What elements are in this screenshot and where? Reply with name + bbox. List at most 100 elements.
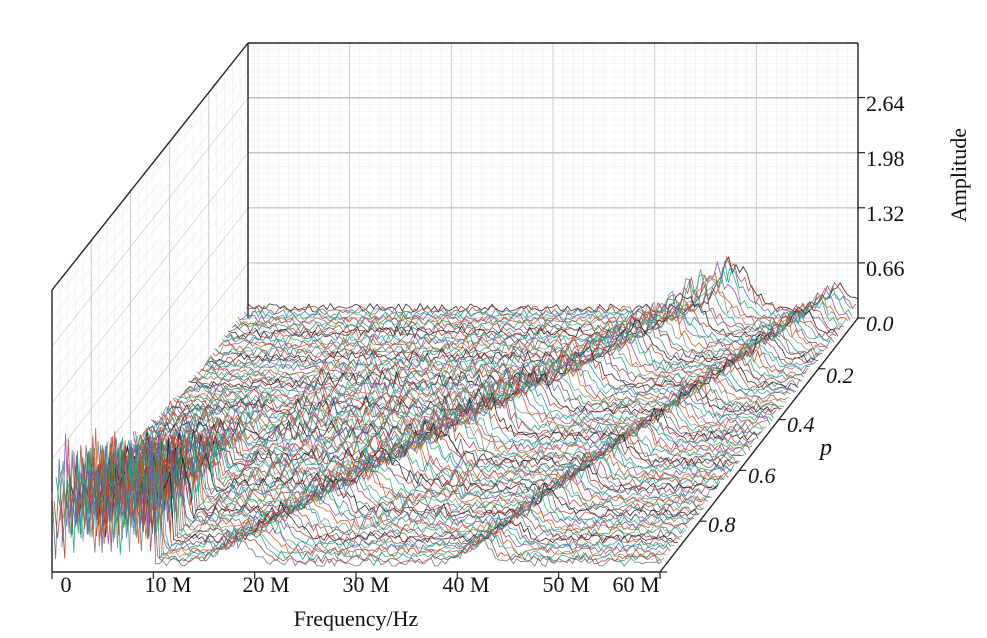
spectrum-trace (132, 408, 743, 462)
p-tick-label: 0.6 (748, 463, 776, 488)
spectrum-trace (164, 370, 775, 421)
spectrum-trace (214, 311, 824, 357)
side-wall-gridline (51, 111, 249, 361)
spectrum-trace (87, 436, 697, 521)
axis-frame-line (51, 42, 249, 291)
axis-frame-line (659, 317, 859, 573)
spectrum-trace (247, 255, 859, 314)
spectrum-trace (115, 437, 725, 486)
x-tick-label: 10 M (144, 572, 191, 597)
spectrum-trace (212, 307, 823, 360)
spectrum-trace (120, 434, 731, 478)
spectrum-trace (231, 277, 843, 334)
spectrum-trace (160, 375, 771, 426)
series-layer (51, 255, 859, 567)
spectrum-trace (75, 442, 685, 536)
spectrum-trace (122, 429, 733, 475)
spectrum-trace (81, 445, 691, 529)
p-tick-label: 0.2 (826, 363, 854, 388)
spectrum-trace (192, 333, 803, 386)
side-wall-gridline (51, 139, 249, 389)
x-tick-label: 20 M (242, 572, 289, 597)
p-tick-label: 0.8 (708, 512, 736, 537)
side-wall-gridline (51, 152, 249, 403)
spectrum-trace (83, 447, 693, 526)
side-wall-gridline (51, 125, 249, 375)
spectrum-trace (239, 260, 851, 324)
y-tick-label: 1.98 (866, 146, 905, 171)
side-wall-gridline (51, 97, 249, 347)
spectrum-trace (116, 430, 727, 483)
x-tick-labels: 0 10 M 20 M 30 M 40 M 50 M 60 M (61, 572, 660, 597)
x-tick-label: 0 (61, 572, 72, 597)
spectrum-trace (154, 383, 765, 435)
x-axis-title: Frequency/Hz (294, 606, 419, 631)
spectrum-trace (141, 407, 751, 452)
spectrum-trace (208, 319, 819, 365)
spectrum-trace (233, 269, 845, 332)
spectrum-trace (67, 435, 677, 547)
side-wall-gridline (51, 221, 249, 474)
x-tick-label: 60 M (612, 572, 659, 597)
spectrum-trace (95, 445, 705, 511)
side-wall-gridline (51, 70, 249, 319)
spectrum-trace (176, 356, 787, 406)
side-wall-gridline (51, 249, 249, 502)
side-wall-gridline (51, 194, 249, 446)
spectrum-trace (138, 403, 749, 454)
spectrum-trace (101, 443, 711, 503)
spectrum-trace (63, 437, 673, 552)
spectrum-trace (79, 437, 689, 531)
spectrum-trace (97, 443, 707, 508)
spectrum-trace (162, 373, 773, 425)
x-tick-label: 30 M (342, 572, 389, 597)
spectrum-trace (243, 261, 855, 319)
spectrum-trace (53, 431, 663, 565)
side-wall-gridline (51, 180, 249, 432)
spectrum-trace (188, 345, 799, 390)
p-tick-label: 0.4 (787, 412, 815, 437)
x-tick-label: 50 M (542, 572, 589, 597)
x-tick-label: 40 M (442, 572, 489, 597)
spectrum-trace (216, 301, 827, 355)
y-tick-label: 2.64 (866, 91, 905, 116)
spectrum-trace (59, 428, 669, 557)
side-wall-gridline (51, 166, 249, 418)
spectrum-trace (206, 312, 817, 367)
spectrum-trace (118, 436, 729, 481)
side-wall-gridline (51, 84, 249, 333)
spectrum-trace (142, 400, 753, 449)
spectrum-trace (245, 255, 857, 316)
spectrum-trace (55, 450, 665, 563)
spectrum-trace (136, 400, 747, 457)
spectrum-trace (127, 415, 737, 470)
p-axis-title: p (818, 435, 832, 461)
spectrum-trace (107, 436, 717, 496)
side-wall-gridline (51, 235, 249, 488)
axes-frame (51, 42, 865, 579)
spectrum-trace (223, 290, 835, 344)
spectrum-trace (219, 301, 831, 350)
side-wall-gridline (51, 56, 249, 305)
spectrum-trace (89, 437, 699, 520)
spectrum-trace (111, 440, 721, 490)
spectrum-trace (51, 435, 661, 567)
y-tick-labels: 0.66 1.32 1.98 2.64 (866, 91, 905, 281)
y-tick-label: 1.32 (866, 201, 905, 226)
spectrum-trace (235, 273, 847, 329)
spectrum-trace (69, 454, 679, 545)
spectrum-trace (241, 266, 853, 321)
p-tick-labels: 0.0 0.2 0.4 0.6 0.8 (708, 311, 894, 537)
spectrum-trace (228, 292, 839, 340)
spectrum-trace (57, 449, 667, 560)
spectrum-trace (91, 440, 701, 516)
spectrum-trace (182, 351, 793, 398)
y-axis-title: Amplitude (946, 128, 971, 222)
spectrum-trace (113, 437, 723, 488)
side-wall-gridline (51, 207, 249, 460)
spectrum-trace (93, 444, 703, 514)
spectrum-trace (230, 278, 841, 337)
spectrum-trace (128, 421, 739, 468)
y-tick-label: 0.66 (866, 256, 905, 281)
